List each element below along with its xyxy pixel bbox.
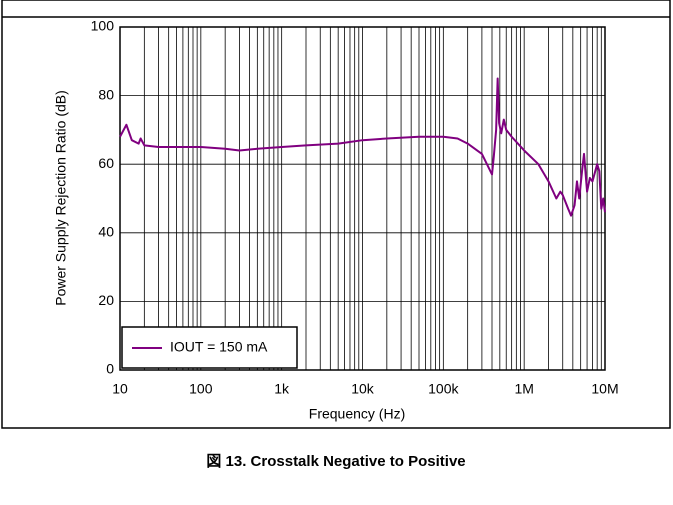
y-axis-label: Power Supply Rejection Ratio (dB) [53,90,69,306]
x-tick-label: 100 [189,381,213,397]
x-axis-label: Frequency (Hz) [309,406,405,422]
x-tick-label: 1M [514,381,533,397]
x-tick-label: 10 [112,381,128,397]
x-tick-label: 1k [274,381,290,397]
x-tick-label: 100k [428,381,459,397]
y-tick-label: 20 [98,292,114,308]
x-tick-label: 10M [591,381,618,397]
y-tick-label: 100 [91,18,115,34]
y-tick-label: 60 [98,155,114,171]
x-tick-label: 10k [351,381,375,397]
y-tick-label: 80 [98,86,114,102]
caption: 図 13. Crosstalk Negative to Positive [206,453,465,470]
data-line [119,77,606,217]
y-tick-label: 0 [106,361,114,377]
figure-frame [1,0,671,429]
y-tick-label: 40 [98,224,114,240]
legend-label: IOUT = 150 mA [170,339,268,355]
plot-frame [119,26,606,371]
